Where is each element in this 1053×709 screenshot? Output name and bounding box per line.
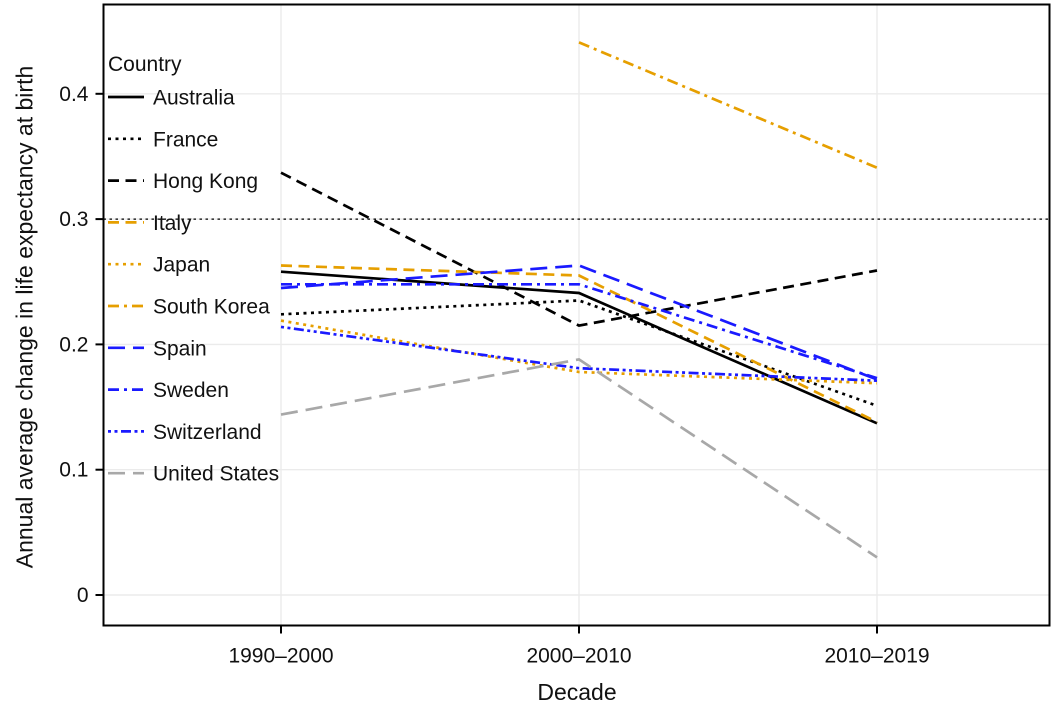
legend-label-spain: Spain	[153, 337, 207, 360]
legend-label-hong-kong: Hong Kong	[153, 170, 258, 193]
series-lines	[280, 41, 878, 559]
series-line-france	[280, 299, 878, 408]
legend-label-switzerland: Switzerland	[153, 421, 262, 444]
series-line-sweden	[281, 282, 878, 380]
series-line-united-states	[280, 357, 878, 559]
series-line-italy	[280, 264, 878, 424]
legend-label-sweden: Sweden	[153, 379, 229, 402]
series-line-japan	[280, 319, 878, 385]
legend-label-france: France	[153, 128, 218, 151]
y-tick-label: 0.1	[59, 459, 88, 482]
x-tick-label: 2000–2010	[526, 645, 631, 668]
x-tick-label: 1990–2000	[228, 645, 333, 668]
plot-border	[102, 3, 1051, 627]
y-tick-label: 0.4	[59, 83, 89, 106]
axes: 0 0.1 0.2 0.3 0.4 1990–2000 2000–2010 2010–2019	[59, 83, 929, 668]
y-tick-label: 0.2	[59, 333, 88, 356]
legend-label-japan: Japan	[153, 254, 210, 277]
legend-label-italy: Italy	[153, 212, 192, 235]
series-line-spain	[280, 264, 878, 381]
y-tick-label: 0.3	[59, 208, 88, 231]
legend-label-united-states: United States	[153, 463, 279, 486]
series-line-hong-kong	[280, 171, 878, 328]
series-line-south-korea	[578, 41, 878, 169]
legend: Country Australia France Hong Kong Italy Japa…	[108, 53, 279, 486]
legend-label-australia: Australia	[153, 87, 235, 110]
y-tick-label: 0	[77, 584, 89, 607]
legend-title: Country	[108, 53, 182, 76]
legend-label-south-korea: South Korea	[153, 296, 270, 319]
x-axis-title: Decade	[537, 679, 617, 705]
series-line-australia	[280, 270, 878, 425]
y-axis-title: Annual average change in life expectancy…	[11, 65, 38, 569]
series-line-switzerland	[280, 325, 878, 383]
x-tick-label: 2010–2019	[824, 645, 929, 668]
